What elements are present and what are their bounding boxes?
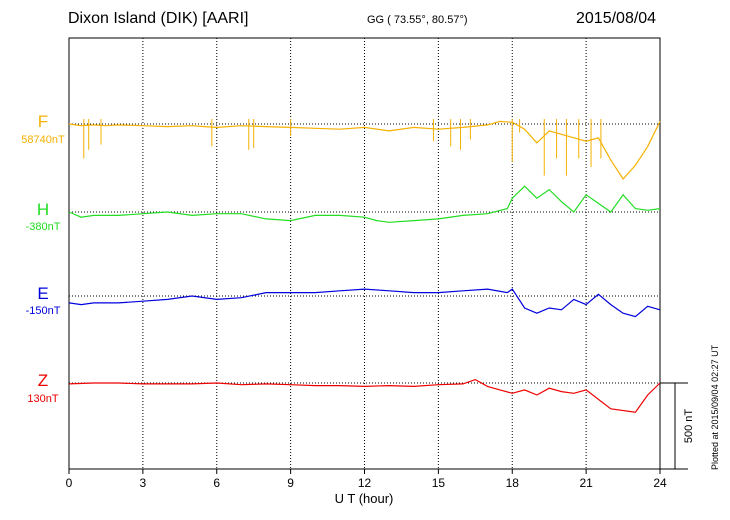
coordinates-label: GG ( 73.55°, 80.57°)	[367, 14, 468, 26]
scale-bar-label: 500 nT	[683, 409, 695, 444]
series-baseline-value: -150nT	[26, 305, 61, 317]
series-name-label: Z	[38, 371, 48, 390]
series-line-Z	[68, 378, 661, 413]
station-title: Dixon Island (DIK) [AARI]	[68, 10, 249, 27]
series-baseline-value: 58740nT	[21, 134, 65, 146]
x-axis-label: U T (hour)	[335, 491, 394, 506]
x-tick-label: 15	[432, 476, 446, 490]
series-name-label: E	[37, 284, 48, 303]
x-tick-label: 6	[213, 476, 220, 490]
series-line-F	[68, 120, 661, 180]
series-name-label: F	[38, 112, 48, 131]
series-baseline-value: 130nT	[27, 393, 58, 405]
series-line-E	[68, 288, 661, 318]
x-tick-label: 12	[358, 476, 372, 490]
series-name-label: H	[37, 200, 49, 219]
x-tick-label: 18	[506, 476, 520, 490]
x-tick-label: 24	[653, 476, 667, 490]
x-tick-label: 3	[140, 476, 147, 490]
series-baseline-value: -380nT	[26, 221, 61, 233]
grid	[142, 38, 587, 469]
series-labels: F 58740nT H -380nT E -150nT Z 130nT	[21, 112, 65, 405]
series-lines	[68, 119, 661, 413]
x-ticks: 0 3 6 9 12 15 18 21 24	[66, 469, 667, 490]
x-tick-label: 9	[287, 476, 294, 490]
baselines	[69, 123, 660, 384]
x-tick-label: 21	[579, 476, 593, 490]
date-label: 2015/08/04	[576, 10, 657, 27]
series-line-H	[68, 185, 661, 223]
x-tick-label: 0	[66, 476, 73, 490]
scale-bar: 500 nT	[660, 382, 695, 470]
